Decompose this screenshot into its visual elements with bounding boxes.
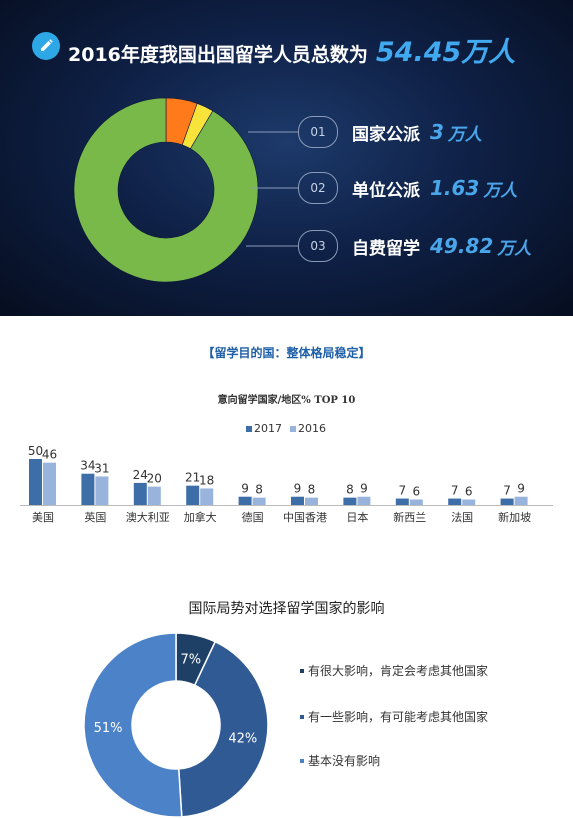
bar-2017 — [343, 497, 357, 505]
category-tick-label: 澳大利亚 — [126, 510, 170, 524]
donut-slice-3 — [73, 97, 259, 283]
bar-2016 — [409, 499, 423, 505]
bar-value-label: 7 — [398, 484, 406, 498]
top-title: 2016年度我国出国留学人员总数为 54.45万人 — [68, 30, 515, 69]
bar-value-label: 7 — [503, 484, 511, 498]
pencil-icon — [32, 32, 60, 60]
bar-2017 — [500, 498, 514, 505]
category-tick-label: 新西兰 — [393, 510, 426, 524]
bar-value-label: 21 — [185, 471, 200, 485]
influence-chart-title: 国际局势对选择留学国家的影响 — [188, 601, 385, 617]
bar-value-label: 9 — [360, 482, 368, 496]
legend-label-2016: 2016 — [298, 422, 326, 435]
bar-value-label: 31 — [94, 461, 109, 475]
legend-number-badge: 01 — [298, 116, 338, 148]
bar-2016 — [305, 497, 318, 505]
bar-2017 — [238, 496, 252, 505]
influence-legend-row: 有一些影响，有可能考虑其他国家 — [300, 708, 488, 725]
bar-value-label: 8 — [346, 483, 354, 497]
influence-legend-row: 有很大影响，肯定会考虑其他国家 — [300, 662, 488, 679]
top-dark-panel: 2016年度我国出国留学人员总数为 54.45万人 01 国家公派 3 万人 02 单位公派… — [0, 0, 573, 316]
bar-2016 — [43, 462, 56, 505]
legend-label: 基本没有影响 — [308, 754, 381, 768]
bar-2016 — [147, 486, 161, 505]
category-tick-label: 中国香港 — [283, 511, 327, 524]
legend-swatch — [300, 758, 304, 763]
category-tick-label: 新加坡 — [498, 510, 531, 524]
category-tick-label: 法国 — [451, 510, 473, 524]
slice-percent-label: 42% — [228, 732, 257, 747]
legend-label: 有一些影响，有可能考虑其他国家 — [308, 710, 489, 724]
bar-value-label: 24 — [133, 468, 148, 482]
legend-number-badge: 02 — [298, 172, 338, 204]
bar-value-label: 8 — [308, 483, 316, 497]
category-tick-label: 美国 — [32, 511, 54, 524]
bar-value-label: 34 — [80, 459, 95, 473]
bar-value-label: 50 — [28, 444, 43, 458]
legend-label: 有很大影响，肯定会考虑其他国家 — [308, 664, 489, 678]
bar-2016 — [200, 488, 214, 505]
category-tick-label: 日本 — [346, 510, 368, 524]
bar-2017 — [395, 498, 409, 505]
slice-percent-label: 51% — [94, 721, 123, 736]
bar-2017 — [291, 496, 304, 505]
category-tick-label: 英国 — [84, 510, 106, 524]
legend-value: 3 — [430, 120, 444, 144]
legend-swatch-2016 — [290, 425, 296, 432]
funding-legend-row: 03 自费留学 49.82 万人 — [298, 224, 531, 268]
category-tick-label: 加拿大 — [184, 510, 217, 524]
bar-2017 — [448, 498, 462, 505]
bar-value-label: 8 — [255, 483, 263, 497]
legend-unit: 万人 — [497, 238, 532, 259]
bar-2017 — [29, 459, 42, 505]
legend-unit: 万人 — [483, 180, 518, 201]
bar-legend: 2017 2016 — [246, 422, 326, 435]
legend-swatch — [300, 668, 304, 673]
category-tick-label: 德国 — [242, 510, 264, 524]
bar-2017 — [81, 473, 95, 505]
bar-2017 — [133, 482, 147, 505]
legend-number-badge: 03 — [298, 230, 338, 262]
bar-value-label: 9 — [517, 482, 525, 496]
top-title-prefix: 2016年度我国出国留学人员总数为 — [68, 44, 368, 66]
bar-value-label: 6 — [412, 484, 420, 498]
legend-unit: 万人 — [447, 124, 482, 145]
bar-value-label: 46 — [42, 448, 57, 462]
funding-legend-row: 02 单位公派 1.63 万人 — [298, 166, 517, 210]
legend-label-2017: 2017 — [254, 422, 282, 435]
donut-slice-2 — [177, 640, 269, 818]
bar-2016 — [462, 499, 476, 505]
legend-label: 国家公派 — [352, 124, 420, 145]
influence-legend-row: 基本没有影响 — [300, 752, 380, 769]
bar-value-label: 9 — [294, 482, 302, 496]
bar-value-label: 7 — [451, 484, 459, 498]
legend-swatch-2017 — [246, 425, 252, 432]
legend-swatch — [300, 714, 304, 719]
legend-value: 49.82 — [430, 234, 494, 258]
legend-label: 自费留学 — [352, 238, 420, 259]
funding-legend-row: 01 国家公派 3 万人 — [298, 110, 482, 154]
section-heading: 【留学目的国：整体格局稳定】 — [202, 346, 371, 360]
top-title-value: 54.45万人 — [375, 37, 516, 68]
bar-2016 — [95, 476, 109, 505]
slice-percent-label: 7% — [181, 653, 202, 668]
bar-value-label: 18 — [199, 473, 214, 487]
bar-value-label: 6 — [465, 484, 473, 498]
bar-2016 — [252, 497, 266, 505]
donut-slice-3 — [83, 632, 183, 818]
bar-2016 — [357, 496, 371, 505]
bar-2017 — [186, 485, 200, 505]
bar-chart-title: 意向留学国家/地区% TOP 10 — [217, 395, 356, 406]
legend-value: 1.63 — [430, 176, 480, 200]
legend-label: 单位公派 — [352, 180, 420, 201]
bar-2016 — [514, 496, 528, 505]
bar-value-label: 9 — [241, 482, 249, 496]
donut-chart-funding — [73, 97, 298, 283]
bar-value-label: 20 — [147, 472, 162, 486]
